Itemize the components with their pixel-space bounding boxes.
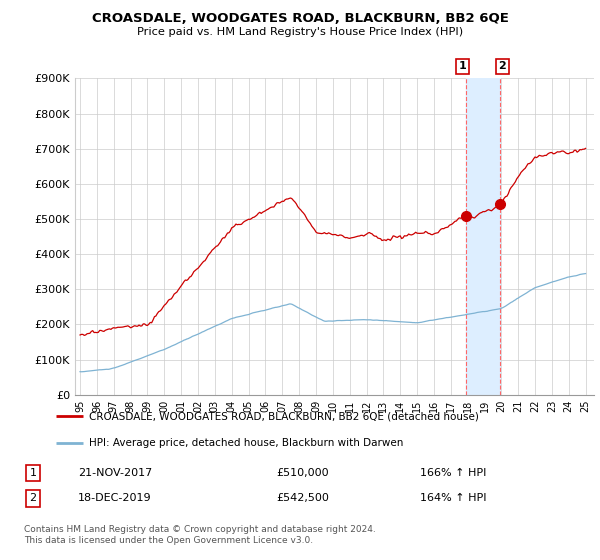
Bar bbox=[466, 78, 500, 395]
Text: Price paid vs. HM Land Registry's House Price Index (HPI): Price paid vs. HM Land Registry's House … bbox=[137, 27, 463, 37]
Text: 1: 1 bbox=[29, 468, 37, 478]
Text: 164% ↑ HPI: 164% ↑ HPI bbox=[420, 493, 487, 503]
Text: CROASDALE, WOODGATES ROAD, BLACKBURN, BB2 6QE: CROASDALE, WOODGATES ROAD, BLACKBURN, BB… bbox=[92, 12, 508, 25]
Text: £510,000: £510,000 bbox=[276, 468, 329, 478]
Text: 1: 1 bbox=[458, 62, 466, 71]
Text: Contains HM Land Registry data © Crown copyright and database right 2024.
This d: Contains HM Land Registry data © Crown c… bbox=[24, 525, 376, 545]
Text: HPI: Average price, detached house, Blackburn with Darwen: HPI: Average price, detached house, Blac… bbox=[89, 438, 403, 448]
Text: CROASDALE, WOODGATES ROAD, BLACKBURN, BB2 6QE (detached house): CROASDALE, WOODGATES ROAD, BLACKBURN, BB… bbox=[89, 412, 479, 422]
Text: 166% ↑ HPI: 166% ↑ HPI bbox=[420, 468, 487, 478]
Text: £542,500: £542,500 bbox=[276, 493, 329, 503]
Text: 2: 2 bbox=[29, 493, 37, 503]
Text: 18-DEC-2019: 18-DEC-2019 bbox=[78, 493, 152, 503]
Text: 2: 2 bbox=[498, 62, 506, 71]
Text: 21-NOV-2017: 21-NOV-2017 bbox=[78, 468, 152, 478]
